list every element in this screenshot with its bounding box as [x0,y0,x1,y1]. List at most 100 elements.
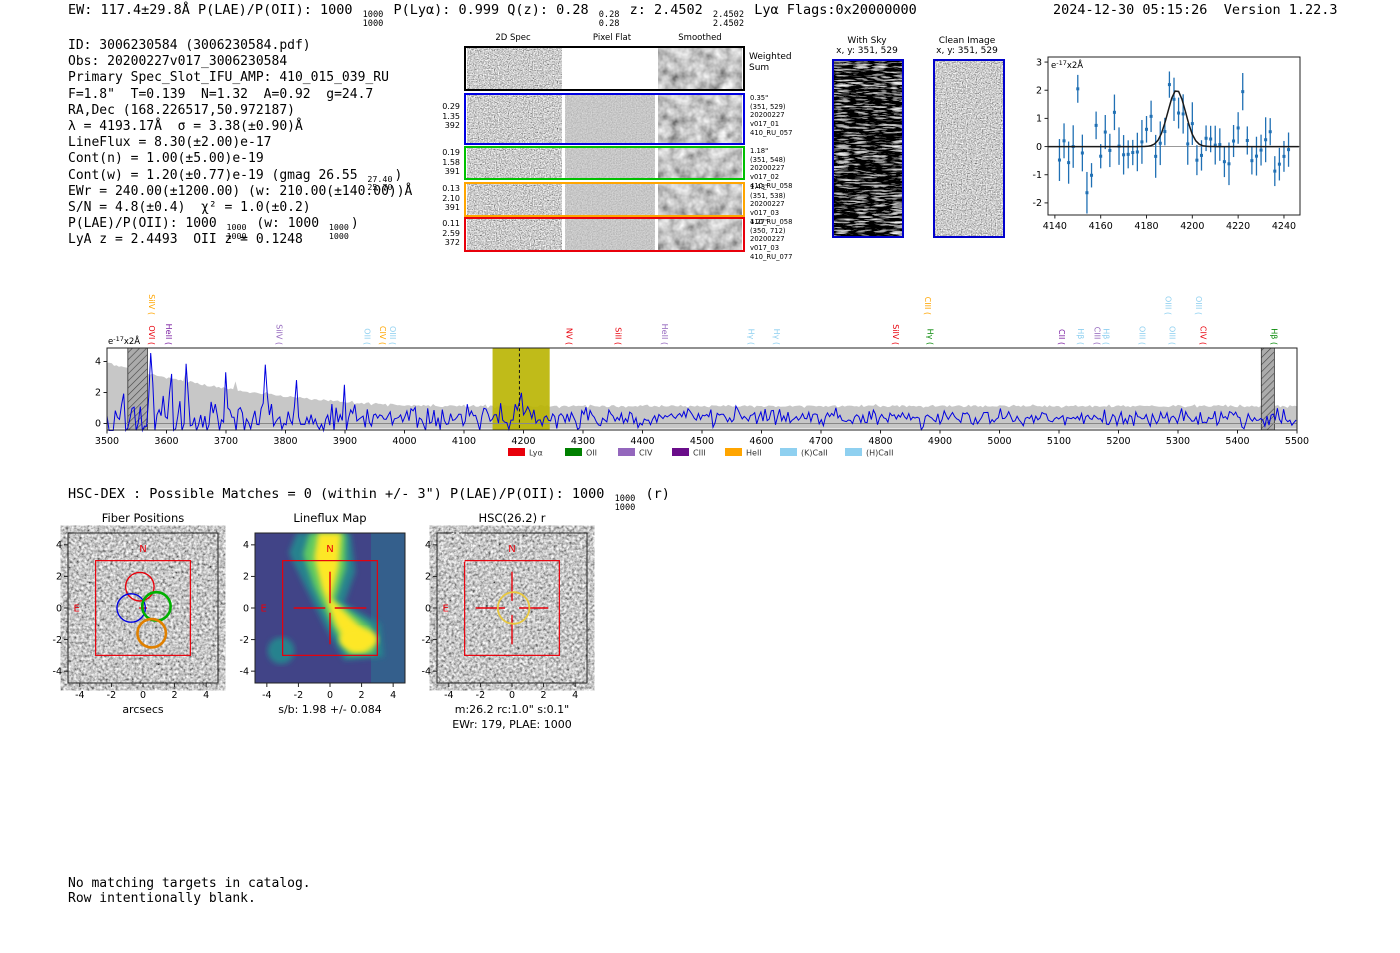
data-point [1094,123,1098,127]
clean-coords: x, y: 351, 529 [936,46,998,57]
compass-east: E [443,604,449,615]
data-point [1273,169,1277,173]
stacked-fraction: 0.28 0.28 [598,10,620,29]
data-point [1236,126,1240,130]
info-line: Primary Spec_Slot_IFU_AMP: 410_015_039_R… [68,70,389,86]
line-marker-label: HeII ( [164,324,173,345]
info-line: RA,Dec (168.226517,50.972187) [68,102,295,118]
compass-north: N [326,544,333,555]
y-tick-label: 1 [1036,114,1042,125]
x-tick-label: 4900 [928,436,952,447]
y-tick-label: 2 [56,572,62,583]
x-tick-label: 3800 [273,436,297,447]
footer-line1: No matching targets in catalog. [68,876,311,891]
clean-title-line1: Clean Image [938,36,996,46]
x-tick-label: -4 [75,690,84,701]
line-marker-label: OVI ( [147,325,156,345]
hsc-dex-match-line: HSC-DEX : Possible Matches = 0 (within +… [68,486,670,513]
data-point [1085,191,1089,195]
legend-swatch [618,448,635,456]
text-segment: P(Lyα): 0.999 Q(z): 0.28 [385,2,597,18]
chart-tspan: x2Å [124,335,140,347]
y-tick-label: 4 [95,357,101,368]
x-tick-label: 3500 [95,436,119,447]
y-tick-label: -2 [53,635,62,646]
x-tick-label: 5100 [1047,436,1071,447]
y-tick-label: -2 [240,635,249,646]
x-tick-label: 0 [327,690,333,701]
data-point [1172,97,1176,101]
clean-image-title: Clean Image x, y: 351, 529 [922,36,1012,57]
line-marker-label: OII ( [363,328,372,345]
header-timestamp-version: 2024-12-30 05:15:26 Version 1.22.3 [1053,2,1338,18]
info-line: F=1.8" T=0.139 N=1.32 A=0.92 g=24.7 [68,86,374,102]
clean-noise [935,61,1003,236]
data-point [1122,153,1126,157]
x-tick-label: 5200 [1106,436,1130,447]
detection-info-block: ID: 3006230584 (3006230584.pdf) Obs: 2020… [68,38,412,248]
y-tick-label: 0 [1036,142,1042,153]
y-tick-label: 0 [95,419,101,430]
line-marker-label: SiIV ( [891,324,900,345]
fiber-circle [124,571,155,602]
weighted-sum-line2: Sum [749,62,770,73]
gaussian-fit-curve [1048,90,1299,148]
y-tick-label: 2 [1036,85,1042,96]
line-marker-label: OIII ( [1163,296,1172,315]
x-tick-label: 4600 [749,436,773,447]
spec2d-subimage [565,184,655,215]
x-tick-label: 4 [203,690,209,701]
main-spectrum-plot: 3500 3600 3700 3800 3900 4000 4100 4200 4300 4400… [95,294,1309,458]
data-point [1062,139,1066,143]
x-tick-label: 4400 [630,436,654,447]
data-point [1057,158,1061,162]
x-tick-label: 4 [572,690,578,701]
spec2d-subimage [658,219,742,250]
info-line: Cont(w) = 1.20(±0.77)e-19 (gmag 26.55 27… [68,167,403,192]
x-tick-label: 4100 [452,436,476,447]
data-point [1140,140,1144,144]
info-line: λ = 4193.17Å σ = 3.38(±0.90)Å [68,118,303,134]
data-point [1145,127,1149,131]
weighted-sum-label: Weighted Sum [749,52,792,74]
data-point [1264,138,1268,142]
x-tick-label: 3900 [333,436,357,447]
fiber-circle [116,593,147,623]
data-point [1268,130,1272,134]
spacer [1207,2,1223,18]
line-marker-label: HeII ( [660,324,669,345]
aperture-circle [496,591,531,625]
legend-swatch [725,448,742,456]
line-marker-label: SiIV ( [275,324,284,345]
data-point [1186,142,1190,146]
legend-label: CIV [639,449,653,458]
x-tick-label: -4 [444,690,453,701]
data-point [1222,160,1226,164]
spec2d-subimage [467,148,562,178]
extraction-box [282,560,378,656]
x-tick-label: 3700 [214,436,238,447]
y-tick-label: 4 [56,540,62,551]
weighted-sum-line1: Weighted [749,52,792,62]
withsky-image [832,59,904,238]
legend-swatch [565,448,582,456]
spec2d-row-right-label: 1.27" (350, 712) 20200227 v017_03 410_RU_077 [750,218,793,261]
info-line: LyA z = 2.4493 OII z = 0.1248 [68,232,303,248]
withsky-noise [834,61,902,236]
spec2d-subimage [467,95,562,143]
data-point [1103,130,1107,134]
withsky-coords: x, y: 351, 529 [836,46,898,57]
x-tick-label: 4 [390,690,396,701]
unit-label: e-17x2Å [1051,59,1083,71]
line-marker-label: Hβ ( [1076,328,1085,345]
info-line: Obs: 20200227v017_3006230584 [68,54,288,70]
info-line: S/N = 4.8(±0.4) χ² = 1.0(±0.2) [68,199,311,215]
footer-line2: Row intentionally blank. [68,891,256,906]
y-tick-label: -4 [53,666,62,677]
info-line: ID: 3006230584 (3006230584.pdf) [68,38,311,53]
panel-title: Fiber Positions [102,511,185,525]
spec2d-row-right-label: 1.18" (351, 548) 20200227 v017_02 410_RU_058 [750,147,793,190]
